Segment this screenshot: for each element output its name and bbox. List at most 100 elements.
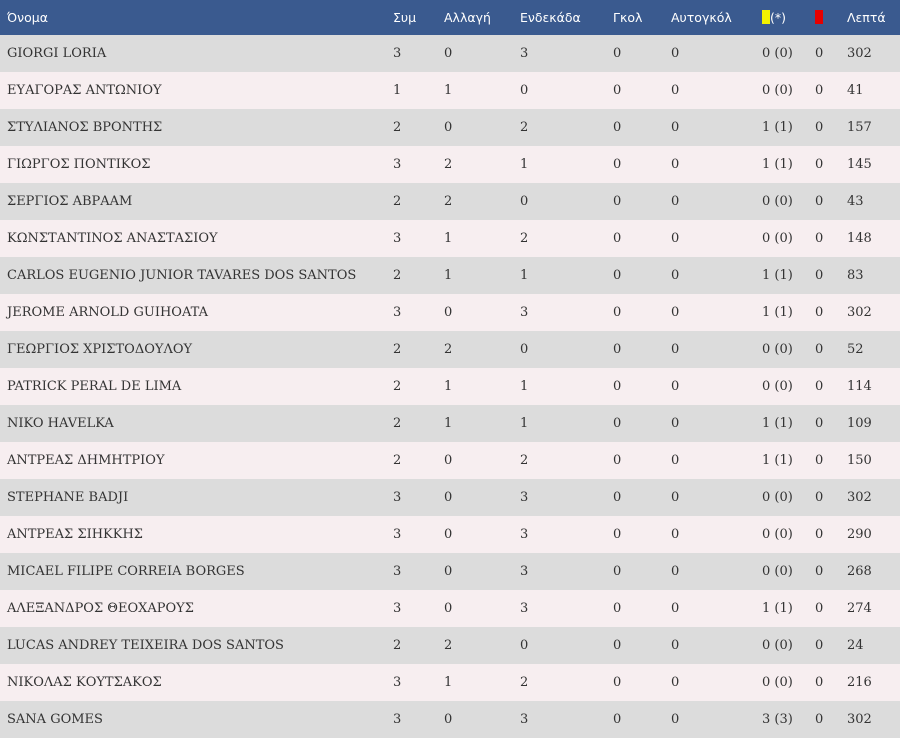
own-goals-cell: 0 — [671, 379, 680, 394]
player-name-cell: ΣΕΡΓΙΟΣ ΑΒΡΑΑΜ — [7, 194, 133, 209]
own-goals-cell: 0 — [671, 83, 680, 98]
starting-cell: 3 — [520, 305, 529, 320]
starting-cell: 0 — [520, 194, 529, 209]
minutes-cell: 109 — [847, 416, 872, 431]
own-goals-cell: 0 — [671, 305, 680, 320]
own-goals-cell: 0 — [671, 564, 680, 579]
red-cards-cell: 0 — [815, 268, 824, 283]
own-goals-cell: 0 — [671, 342, 680, 357]
header-red-cards[interactable] — [815, 0, 847, 35]
sub-cell: 0 — [444, 564, 453, 579]
yellow-cards-cell: 0 (0) — [762, 231, 793, 246]
red-cards-cell: 0 — [815, 527, 824, 542]
yellow-cards-cell: 1 (1) — [762, 416, 793, 431]
yellow-cards-cell: 1 (1) — [762, 453, 793, 468]
player-name-cell: ΕΥΑΓΟΡΑΣ ΑΝΤΩΝΙΟΥ — [7, 83, 162, 98]
own-goals-cell: 0 — [671, 120, 680, 135]
table-header-row: Όνομα Συμ Αλλαγή Ενδεκάδα Γκολ Αυτογκόλ … — [0, 0, 900, 35]
sub-cell: 1 — [444, 231, 453, 246]
header-sub[interactable]: Αλλαγή — [444, 10, 491, 25]
starting-cell: 2 — [520, 675, 529, 690]
apps-cell: 3 — [393, 675, 402, 690]
player-name-cell: MICAEL FILIPE CORREIA BORGES — [7, 564, 245, 579]
header-goals[interactable]: Γκολ — [613, 10, 643, 25]
own-goals-cell: 0 — [671, 231, 680, 246]
own-goals-cell: 0 — [671, 157, 680, 172]
sub-cell: 2 — [444, 638, 453, 653]
yellow-cards-cell: 0 (0) — [762, 194, 793, 209]
apps-cell: 2 — [393, 120, 402, 135]
table-row: STEPHANE BADJI 3 0 3 0 0 0 (0) 0 302 — [0, 479, 900, 516]
table-row: MICAEL FILIPE CORREIA BORGES 3 0 3 0 0 0 (0) 0 2… — [0, 553, 900, 590]
red-cards-cell: 0 — [815, 453, 824, 468]
header-apps[interactable]: Συμ — [393, 10, 417, 25]
goals-cell: 0 — [613, 601, 622, 616]
apps-cell: 2 — [393, 342, 402, 357]
player-name-cell: PATRICK PERAL DE LIMA — [7, 379, 182, 394]
header-yellow-cards[interactable]: (*) — [762, 0, 815, 35]
header-name[interactable]: Όνομα — [7, 10, 48, 25]
player-name-cell: STEPHANE BADJI — [7, 490, 129, 505]
red-cards-cell: 0 — [815, 231, 824, 246]
header-minutes[interactable]: Λεπτά — [847, 10, 886, 25]
goals-cell: 0 — [613, 527, 622, 542]
table-row: ΚΩΝΣΤΑΝΤΙΝΟΣ ΑΝΑΣΤΑΣΙΟΥ 3 1 2 0 0 0 (0) 0 148 — [0, 220, 900, 257]
goals-cell: 0 — [613, 83, 622, 98]
table-row: JEROME ARNOLD GUIHOATA 3 0 3 0 0 1 (1) 0 302 — [0, 294, 900, 331]
apps-cell: 3 — [393, 601, 402, 616]
apps-cell: 3 — [393, 490, 402, 505]
goals-cell: 0 — [613, 342, 622, 357]
goals-cell: 0 — [613, 490, 622, 505]
goals-cell: 0 — [613, 157, 622, 172]
minutes-cell: 43 — [847, 194, 864, 209]
player-name-cell: ΑΝΤΡΕΑΣ ΣΙΗΚΚΗΣ — [7, 527, 143, 542]
goals-cell: 0 — [613, 564, 622, 579]
minutes-cell: 216 — [847, 675, 872, 690]
starting-cell: 1 — [520, 157, 529, 172]
table-row: ΑΝΤΡΕΑΣ ΣΙΗΚΚΗΣ 3 0 3 0 0 0 (0) 0 290 — [0, 516, 900, 553]
player-name-cell: ΣΤΥΛΙΑΝΟΣ ΒΡΟΝΤΗΣ — [7, 120, 163, 135]
goals-cell: 0 — [613, 305, 622, 320]
goals-cell: 0 — [613, 379, 622, 394]
sub-cell: 1 — [444, 379, 453, 394]
sub-cell: 1 — [444, 268, 453, 283]
apps-cell: 2 — [393, 638, 402, 653]
goals-cell: 0 — [613, 712, 622, 727]
apps-cell: 2 — [393, 416, 402, 431]
starting-cell: 3 — [520, 712, 529, 727]
minutes-cell: 302 — [847, 712, 872, 727]
yellow-cards-cell: 1 (1) — [762, 268, 793, 283]
own-goals-cell: 0 — [671, 453, 680, 468]
player-name-cell: ΑΛΕΞΑΝΔΡΟΣ ΘΕΟΧΑΡΟΥΣ — [7, 601, 194, 616]
player-name-cell: LUCAS ANDREY TEIXEIRA DOS SANTOS — [7, 638, 284, 653]
yellow-cards-cell: 0 (0) — [762, 83, 793, 98]
minutes-cell: 302 — [847, 46, 872, 61]
header-starting[interactable]: Ενδεκάδα — [520, 10, 581, 25]
goals-cell: 0 — [613, 231, 622, 246]
yellow-cards-cell: 0 (0) — [762, 527, 793, 542]
minutes-cell: 148 — [847, 231, 872, 246]
apps-cell: 3 — [393, 527, 402, 542]
minutes-cell: 24 — [847, 638, 864, 653]
red-card-icon — [815, 10, 823, 24]
player-name-cell: GIORGI LORIA — [7, 46, 107, 61]
own-goals-cell: 0 — [671, 46, 680, 61]
player-name-cell: ΝΙΚΟΛΑΣ ΚΟΥΤΣΑΚΟΣ — [7, 675, 162, 690]
starting-cell: 2 — [520, 453, 529, 468]
minutes-cell: 268 — [847, 564, 872, 579]
starting-cell: 1 — [520, 416, 529, 431]
sub-cell: 0 — [444, 120, 453, 135]
apps-cell: 2 — [393, 194, 402, 209]
table-row: ΑΝΤΡΕΑΣ ΔΗΜΗΤΡΙΟΥ 2 0 2 0 0 1 (1) 0 150 — [0, 442, 900, 479]
header-own-goals[interactable]: Αυτογκόλ — [671, 10, 732, 25]
player-name-cell: ΚΩΝΣΤΑΝΤΙΝΟΣ ΑΝΑΣΤΑΣΙΟΥ — [7, 231, 218, 246]
table-row: PATRICK PERAL DE LIMA 2 1 1 0 0 0 (0) 0 114 — [0, 368, 900, 405]
sub-cell: 2 — [444, 342, 453, 357]
yellow-cards-cell: 1 (1) — [762, 305, 793, 320]
starting-cell: 3 — [520, 490, 529, 505]
player-name-cell: JEROME ARNOLD GUIHOATA — [7, 305, 208, 320]
apps-cell: 3 — [393, 564, 402, 579]
red-cards-cell: 0 — [815, 46, 824, 61]
minutes-cell: 302 — [847, 490, 872, 505]
player-name-cell: ΓΕΩΡΓΙΟΣ ΧΡΙΣΤΟΔΟΥΛΟΥ — [7, 342, 193, 357]
